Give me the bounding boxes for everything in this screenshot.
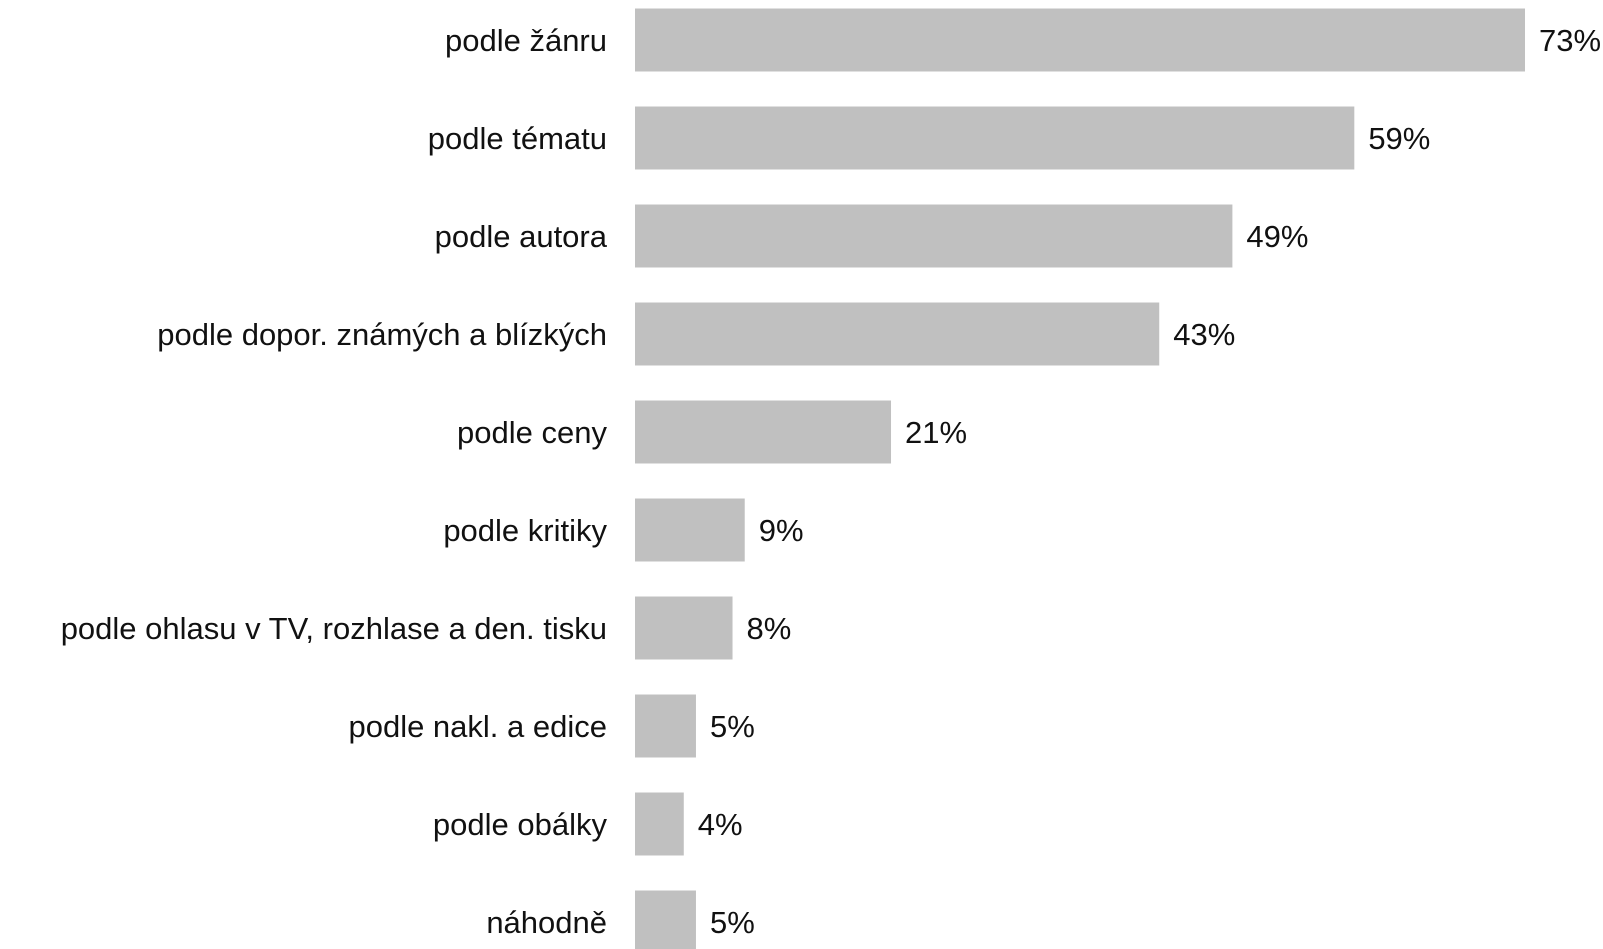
value-label: 9% <box>759 513 804 548</box>
value-label: 73% <box>1539 23 1601 58</box>
category-label: podle obálky <box>433 807 608 842</box>
bar <box>635 302 1160 366</box>
value-label: 59% <box>1368 121 1430 156</box>
value-label: 4% <box>698 807 743 842</box>
bar <box>635 694 696 758</box>
bars-group <box>635 8 1525 949</box>
bar <box>635 8 1525 72</box>
value-label: 5% <box>710 709 755 744</box>
value-label: 49% <box>1246 219 1308 254</box>
category-label: podle ceny <box>457 415 607 450</box>
category-label: podle tématu <box>428 121 607 156</box>
category-label: podle dopor. známých a blízkých <box>157 317 607 352</box>
category-label: náhodně <box>486 905 607 940</box>
category-label: podle ohlasu v TV, rozhlase a den. tisku <box>61 611 607 646</box>
value-label: 8% <box>747 611 792 646</box>
value-labels-group: 73% 59% 49% 43% 21% 9% 8% 5% 4% 5% <box>698 23 1601 940</box>
bar <box>635 400 892 464</box>
bar <box>635 890 696 949</box>
value-label: 5% <box>710 905 755 940</box>
category-labels-group: podle žánru podle tématu podle autora podle… <box>61 23 608 940</box>
category-label: podle autora <box>435 219 608 254</box>
category-label: podle kritiky <box>443 513 607 548</box>
bar <box>635 106 1355 170</box>
category-label: podle nakl. a edice <box>348 709 607 744</box>
category-label: podle žánru <box>445 23 607 58</box>
bar <box>635 596 733 660</box>
bar <box>635 204 1233 268</box>
bar <box>635 792 684 856</box>
bar <box>635 498 745 562</box>
value-label: 43% <box>1173 317 1235 352</box>
value-label: 21% <box>905 415 967 450</box>
